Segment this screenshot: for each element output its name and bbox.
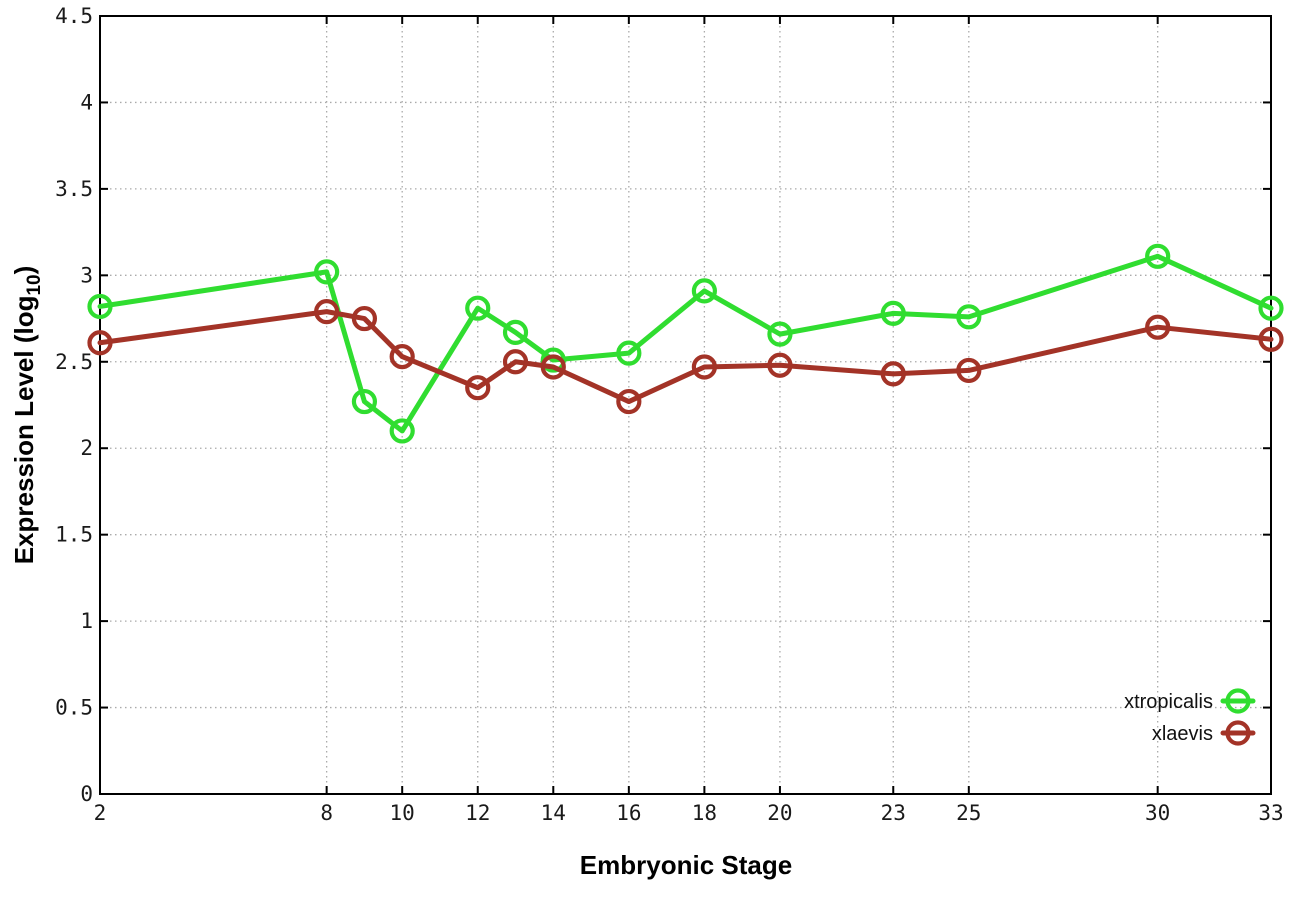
data-point-xlaevis-stage-23 <box>880 361 906 387</box>
data-point-xtropicalis-stage-8 <box>314 259 340 285</box>
y-tick-label: 1.5 <box>55 523 93 547</box>
data-point-xtropicalis-stage-13 <box>502 319 529 345</box>
y-tick-label: 3 <box>80 263 93 287</box>
data-point-xtropicalis-stage-12 <box>465 295 491 321</box>
x-tick-label: 16 <box>616 801 641 825</box>
data-point-xlaevis-stage-30 <box>1145 314 1171 340</box>
y-tick-label: 2 <box>80 436 93 460</box>
x-tick-label: 23 <box>881 801 906 825</box>
data-point-xtropicalis-stage-16 <box>616 340 642 366</box>
y-tick-label: 0 <box>80 782 93 806</box>
legend: xtropicalis xlaevis <box>1124 688 1256 746</box>
x-tick-label: 20 <box>767 801 792 825</box>
legend-item-xtropicalis: xtropicalis <box>1124 688 1256 714</box>
series-xlaevis <box>87 299 1284 415</box>
tick-labels: 2 8 10 12 14 16 18 20 23 25 30 33 0 0.5 1 1.5 2 2.5 3 3.5 4 4… <box>55 4 1284 825</box>
series-line-xtropicalis <box>97 253 1274 434</box>
data-point-xlaevis-stage-10 <box>389 343 415 370</box>
x-tick-label: 10 <box>390 801 415 825</box>
plot-area-border <box>99 15 1272 795</box>
data-point-xlaevis-stage-14 <box>540 354 566 380</box>
legend-label-xlaevis: xlaevis <box>1152 723 1213 745</box>
data-point-xlaevis-stage-9 <box>351 305 378 332</box>
data-point-xlaevis-stage-18 <box>691 354 717 380</box>
data-point-xtropicalis-stage-33 <box>1258 295 1284 321</box>
y-tick-label: 1 <box>80 609 93 633</box>
data-point-xtropicalis-stage-2 <box>87 293 113 320</box>
data-point-xlaevis-stage-25 <box>956 357 982 384</box>
x-tick-label: 25 <box>956 801 981 825</box>
data-series <box>87 243 1284 444</box>
y-tick-label: 2.5 <box>55 350 93 374</box>
x-tick-label: 12 <box>465 801 490 825</box>
x-axis-title: Embryonic Stage <box>580 850 792 880</box>
legend-item-xlaevis: xlaevis <box>1152 720 1256 746</box>
data-point-xtropicalis-stage-9 <box>351 388 378 415</box>
y-tick-label: 3.5 <box>55 177 93 201</box>
series-line-xlaevis <box>97 309 1274 405</box>
y-tick-label: 0.5 <box>55 696 93 720</box>
y-axis-title-main: Expression Level (log <box>9 296 39 565</box>
y-tick-label: 4 <box>80 90 93 114</box>
legend-sample-marker-xlaevis <box>1225 720 1251 746</box>
x-tick-label: 2 <box>94 801 107 825</box>
data-point-xlaevis-stage-20 <box>767 352 793 378</box>
data-point-xlaevis-stage-12 <box>465 375 491 401</box>
data-point-xlaevis-stage-13 <box>502 349 529 375</box>
grid <box>100 16 1271 794</box>
data-point-xlaevis-stage-8 <box>314 299 340 325</box>
x-tick-label: 30 <box>1145 801 1170 825</box>
x-tick-label: 18 <box>692 801 717 825</box>
x-tick-label: 33 <box>1258 801 1283 825</box>
data-point-xtropicalis-stage-30 <box>1145 243 1171 269</box>
data-point-xtropicalis-stage-10 <box>389 418 415 444</box>
data-point-xtropicalis-stage-23 <box>880 300 906 326</box>
y-axis-title: Expression Level (log10) <box>9 266 45 565</box>
axis-ticks <box>99 15 1272 795</box>
y-tick-label: 4.5 <box>55 4 93 28</box>
legend-sample-marker-xtropicalis <box>1225 688 1251 714</box>
data-point-xlaevis-stage-33 <box>1258 326 1284 352</box>
data-point-xlaevis-stage-2 <box>87 330 113 356</box>
x-tick-label: 14 <box>541 801 566 825</box>
data-point-xlaevis-stage-16 <box>616 388 642 415</box>
y-axis-title-close: ) <box>9 266 39 275</box>
y-axis-title-subscript: 10 <box>24 274 45 295</box>
legend-label-xtropicalis: xtropicalis <box>1124 691 1213 713</box>
data-point-xtropicalis-stage-25 <box>956 304 982 330</box>
data-point-xtropicalis-stage-18 <box>691 278 717 304</box>
data-point-xtropicalis-stage-20 <box>767 321 793 347</box>
x-tick-label: 8 <box>320 801 333 825</box>
